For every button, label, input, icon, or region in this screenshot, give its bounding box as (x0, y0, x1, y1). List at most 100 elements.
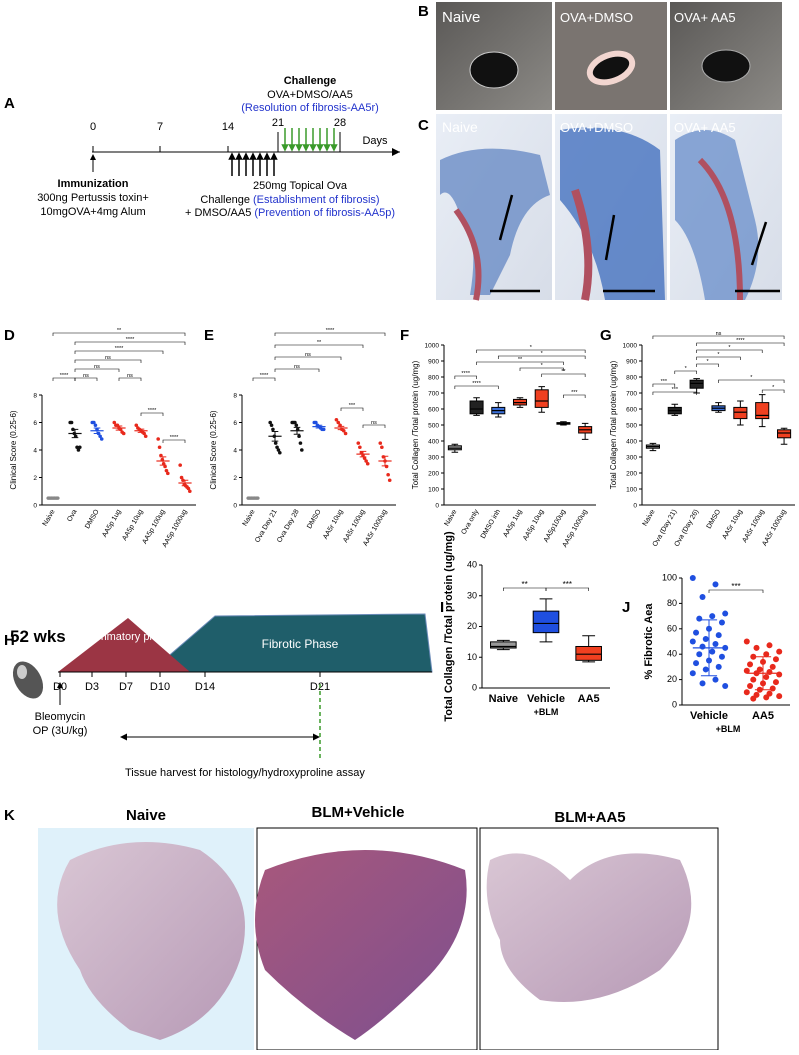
y-tick-label: 600 (626, 407, 637, 414)
data-point (750, 653, 757, 660)
data-point (702, 666, 709, 673)
box (777, 429, 792, 439)
y-tick-label: 80 (667, 598, 677, 608)
panel-label: K (4, 807, 15, 824)
chart: D 0 2 4 6 8 Clinical Score (0.25-6) Naive Ova DMS… (4, 327, 196, 549)
data-point (278, 450, 282, 455)
error-bar (293, 426, 301, 435)
data-point (99, 437, 104, 441)
box (534, 389, 549, 408)
data-point (380, 445, 384, 450)
panel-label: A (4, 95, 15, 112)
data-point (78, 445, 82, 450)
significance-label: *** (731, 582, 740, 591)
significance-label: * (707, 359, 710, 365)
arrowhead (392, 148, 400, 156)
y-tick-label: 100 (626, 487, 637, 494)
data-point (753, 644, 760, 651)
data-point (178, 463, 182, 467)
box (733, 406, 748, 420)
significance-bracket (274, 368, 320, 372)
inflammatory-phase (58, 618, 190, 672)
mouse-icon (12, 661, 44, 699)
challenge-groups: OVA+DMSO/AA5 (267, 89, 353, 101)
significance-bracket (362, 424, 386, 428)
error-bar (71, 428, 79, 439)
days-label: Days (362, 135, 388, 147)
data-point (769, 663, 776, 670)
data-point (766, 642, 773, 649)
significance-label: ns (94, 364, 100, 370)
arrowhead (256, 152, 264, 160)
significance-bracket (708, 589, 764, 593)
significance-label: * (717, 352, 720, 358)
significance-bracket (696, 349, 763, 353)
data-point (699, 680, 706, 687)
lung (57, 842, 246, 1040)
arrowhead (228, 152, 236, 160)
data-point (75, 445, 79, 450)
arrowhead (57, 682, 63, 688)
panel-k: K Naive BLM+Vehicle BLM+AA5 (4, 804, 719, 1051)
significance-label: ** (317, 340, 322, 346)
panel-label: B (418, 3, 429, 20)
data-point (712, 641, 719, 648)
data-point (689, 638, 696, 645)
y-tick-label: 800 (428, 375, 439, 382)
x-tick-label: AA5r 10ug (721, 508, 744, 540)
y-tick-label: 0 (233, 503, 237, 510)
significance-bracket (696, 342, 785, 346)
data-point (298, 441, 303, 445)
box (755, 402, 770, 420)
data-point (336, 420, 341, 425)
y-tick-label: 6 (33, 420, 37, 427)
arrowhead (270, 152, 278, 160)
data-point (722, 682, 729, 689)
harvest-text: Tissue harvest for histology/hydroxyprol… (125, 767, 365, 779)
data-point (772, 679, 779, 686)
data-point (156, 437, 160, 441)
data-point (763, 674, 770, 681)
arrowhead (90, 154, 96, 160)
x-tick-label: DMSO inh (480, 508, 502, 540)
y-tick-label: 20 (467, 621, 477, 631)
x-tick-label: AA5p 100ug (141, 508, 166, 545)
arrowhead (235, 152, 243, 160)
x-tick-label: AA5p 1ug (101, 508, 122, 538)
tissue (697, 157, 743, 301)
y-tick-label: 1000 (425, 343, 440, 350)
challenge-arrows (281, 128, 338, 152)
significance-label: ** (117, 328, 122, 334)
box (689, 379, 704, 389)
significance-label: **** (126, 337, 135, 343)
y-tick-label: 100 (662, 573, 677, 583)
significance-label: **** (60, 373, 69, 379)
significance-bracket (497, 355, 586, 359)
significance-bracket (718, 379, 785, 383)
data-point (93, 423, 98, 428)
x-tick-label: Naive (444, 508, 459, 527)
chart: F 0 100 200 300 400 500 600 700 800 900 1000 Total C… (400, 327, 596, 549)
significance-label: * (530, 345, 533, 351)
error-bar (159, 456, 167, 466)
data-point (776, 693, 783, 700)
x-tick-label: AA5r 100ug (741, 508, 766, 544)
arrowhead (288, 144, 296, 152)
panel-c: C Naive OVA+DMSO OVA+ AA5 (418, 114, 782, 301)
data-point (134, 423, 139, 428)
significance-bracket (74, 341, 186, 345)
box (575, 645, 602, 661)
significance-bracket (118, 377, 142, 381)
significance-bracket (652, 335, 785, 339)
data-point (776, 648, 783, 655)
error-bar (115, 425, 123, 431)
data-point (743, 667, 750, 674)
box (490, 641, 517, 649)
significance-label: ** (522, 580, 528, 589)
day-label: 14 (222, 121, 234, 133)
significance-label: ns (305, 352, 311, 358)
data-point (763, 651, 770, 658)
significance-bracket (454, 385, 499, 389)
significance-bracket (476, 361, 564, 365)
y-tick-label: 0 (435, 503, 439, 510)
